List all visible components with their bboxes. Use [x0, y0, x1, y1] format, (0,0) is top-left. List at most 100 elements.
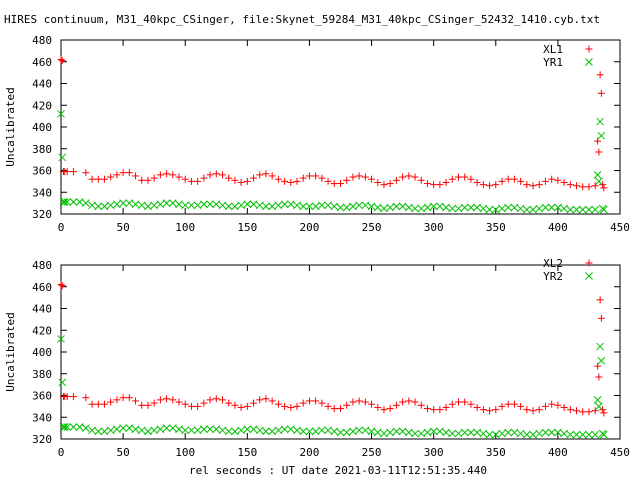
data-point-yr2 [597, 356, 606, 365]
data-point-yr2 [596, 342, 604, 351]
series-yr2 [57, 335, 608, 439]
data-point-yr1 [367, 202, 376, 211]
data-point-yr1 [423, 203, 432, 212]
data-point-yr2 [566, 430, 575, 439]
x-tick-label: 350 [486, 446, 506, 459]
data-point-xl2 [517, 402, 525, 410]
data-point-xl1 [69, 168, 77, 176]
data-point-xl1 [150, 174, 158, 182]
y-tick-label: 400 [32, 346, 52, 359]
data-point-xl2 [448, 400, 456, 408]
data-point-yr1 [541, 203, 550, 212]
data-point-yr2 [595, 402, 603, 411]
x-tick-label: 100 [175, 446, 195, 459]
data-point-xl1 [479, 181, 487, 189]
x-tick-label: 150 [237, 221, 257, 234]
data-point-yr2 [355, 426, 363, 435]
data-point-yr2 [318, 426, 326, 435]
data-point-yr1 [88, 201, 96, 210]
data-point-xl2 [125, 394, 133, 402]
data-point-yr2 [529, 430, 537, 439]
data-point-yr2 [119, 424, 127, 432]
data-point-yr2 [423, 428, 432, 437]
data-point-yr2 [417, 429, 426, 438]
data-point-xl2 [442, 403, 450, 411]
data-point-xl2 [455, 398, 463, 406]
data-point-yr1 [255, 201, 264, 210]
data-point-yr2 [168, 424, 177, 432]
legend-label-xl2: XL2 [543, 257, 563, 270]
data-point-yr2 [560, 429, 568, 438]
data-point-yr1 [293, 201, 301, 210]
data-point-xl1 [374, 178, 382, 186]
data-point-xl2 [554, 401, 562, 409]
data-point-xl2 [312, 397, 320, 405]
data-point-xl2 [225, 399, 233, 407]
data-point-yr1 [535, 204, 544, 213]
data-point-xl1 [523, 181, 531, 189]
data-point-yr2 [193, 426, 202, 435]
data-point-xl1 [243, 177, 251, 185]
panel-2: Uncalibrated 0 50 100 150 200 250 300 350 400 450… [4, 257, 630, 459]
legend-marker-xl2 [585, 259, 593, 267]
data-point-xl1 [281, 177, 289, 185]
y-tick-label: 380 [32, 368, 52, 381]
x-tick-label: 300 [424, 446, 444, 459]
data-point-xl2 [548, 400, 556, 408]
data-point-yr1 [411, 204, 419, 213]
data-point-yr2 [330, 427, 339, 436]
data-point-yr2 [442, 428, 450, 437]
data-point-xl2 [361, 398, 369, 406]
data-point-yr1 [386, 203, 395, 212]
data-point-yr2 [535, 429, 544, 438]
data-point-yr1 [578, 205, 587, 214]
data-point-xl2 [523, 406, 531, 414]
data-point-xl2 [243, 402, 251, 410]
data-point-yr2 [479, 429, 488, 438]
data-point-xl2 [330, 405, 338, 413]
y-tick-label: 440 [32, 78, 52, 91]
panel-1-ticks: 0 50 100 150 200 250 300 350 400 450 320 340 360 380 4… [32, 34, 630, 234]
data-point-xl2 [436, 406, 444, 414]
data-point-yr1 [150, 201, 159, 210]
data-point-yr2 [150, 426, 159, 435]
data-point-xl1 [566, 181, 574, 189]
data-point-yr1 [467, 203, 475, 212]
data-point-xl1 [312, 172, 320, 180]
data-point-xl1 [206, 171, 214, 179]
data-point-xl2 [281, 402, 289, 410]
data-point-yr2 [510, 428, 519, 437]
data-point-xl1 [405, 172, 413, 180]
data-point-xl1 [486, 182, 494, 190]
data-point-xl2 [268, 397, 276, 405]
data-point-xl2 [169, 396, 177, 404]
data-point-xl1 [535, 181, 543, 189]
data-point-yr1 [75, 198, 84, 206]
data-point-yr2 [386, 428, 395, 437]
data-point-yr2 [448, 429, 457, 438]
data-point-xl2 [200, 399, 208, 407]
data-point-xl1 [554, 176, 562, 184]
data-point-xl1 [119, 169, 127, 177]
data-point-yr2 [349, 427, 357, 436]
data-point-yr1 [311, 202, 320, 211]
data-point-yr2 [398, 427, 407, 436]
data-point-yr1 [100, 202, 109, 211]
data-point-xl1 [212, 170, 220, 178]
data-point-yr1 [262, 202, 270, 211]
data-point-xl2 [535, 406, 543, 414]
data-point-xl1 [169, 171, 177, 179]
data-point-yr2 [522, 430, 531, 439]
x-tick-label: 100 [175, 221, 195, 234]
data-point-xl2 [430, 406, 438, 414]
data-point-yr1 [498, 204, 506, 213]
data-point-yr1 [596, 117, 604, 126]
data-point-yr2 [311, 427, 320, 436]
data-point-yr1 [162, 199, 171, 207]
data-point-yr1 [206, 200, 214, 209]
data-point-xl1 [305, 172, 313, 180]
panel-1-data-marks [57, 56, 608, 214]
data-point-yr2 [473, 428, 481, 437]
data-point-yr1 [560, 204, 568, 213]
